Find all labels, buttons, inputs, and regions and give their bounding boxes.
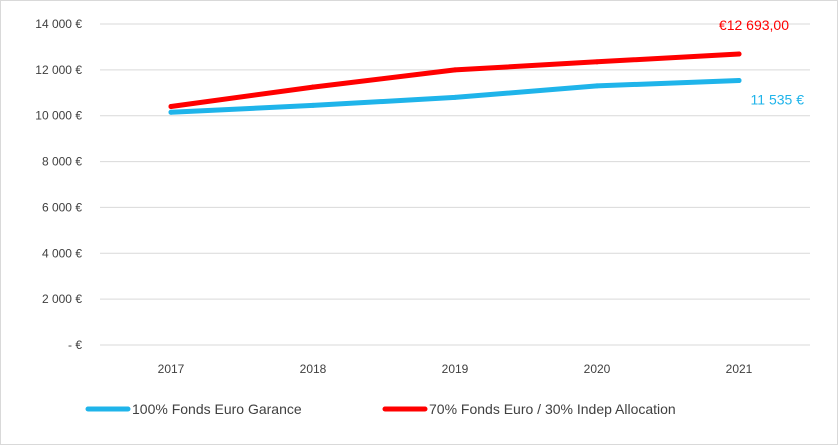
y-axis-tick-labels: - € 2 000 € 4 000 € 6 000 € 8 000 € 10 000 € 1… bbox=[35, 17, 82, 352]
x-axis-tick-labels: 2017 2018 2019 2020 2021 bbox=[158, 362, 753, 376]
y-tick-label: 10 000 € bbox=[35, 109, 82, 123]
x-tick-label: 2020 bbox=[584, 362, 611, 376]
end-data-labels: 11 535 € €12 693,00 bbox=[719, 17, 804, 108]
y-tick-label: - € bbox=[68, 338, 82, 352]
legend-label-1: 100% Fonds Euro Garance bbox=[132, 401, 302, 417]
end-label-series-2: €12 693,00 bbox=[719, 17, 789, 33]
data-point bbox=[452, 67, 458, 73]
y-tick-label: 8 000 € bbox=[42, 155, 82, 169]
y-tick-label: 14 000 € bbox=[35, 17, 82, 31]
legend: 100% Fonds Euro Garance 70% Fonds Euro / … bbox=[85, 401, 676, 417]
x-tick-label: 2018 bbox=[300, 362, 327, 376]
x-tick-label: 2021 bbox=[726, 362, 753, 376]
data-point bbox=[168, 109, 174, 115]
x-tick-label: 2019 bbox=[442, 362, 469, 376]
series-lines bbox=[168, 51, 742, 115]
data-point bbox=[736, 78, 742, 84]
y-tick-label: 6 000 € bbox=[42, 200, 82, 214]
data-point bbox=[168, 104, 174, 110]
y-tick-label: 4 000 € bbox=[42, 246, 82, 260]
data-point bbox=[310, 84, 316, 90]
data-point bbox=[452, 94, 458, 100]
data-point bbox=[594, 83, 600, 89]
y-tick-label: 12 000 € bbox=[35, 63, 82, 77]
legend-label-2: 70% Fonds Euro / 30% Indep Allocation bbox=[429, 401, 676, 417]
gridlines bbox=[100, 23, 810, 300]
end-label-series-1: 11 535 € bbox=[751, 92, 805, 108]
data-point bbox=[736, 51, 742, 57]
data-point bbox=[310, 102, 316, 108]
x-tick-label: 2017 bbox=[158, 362, 185, 376]
data-point bbox=[594, 59, 600, 65]
y-tick-label: 2 000 € bbox=[42, 292, 82, 306]
